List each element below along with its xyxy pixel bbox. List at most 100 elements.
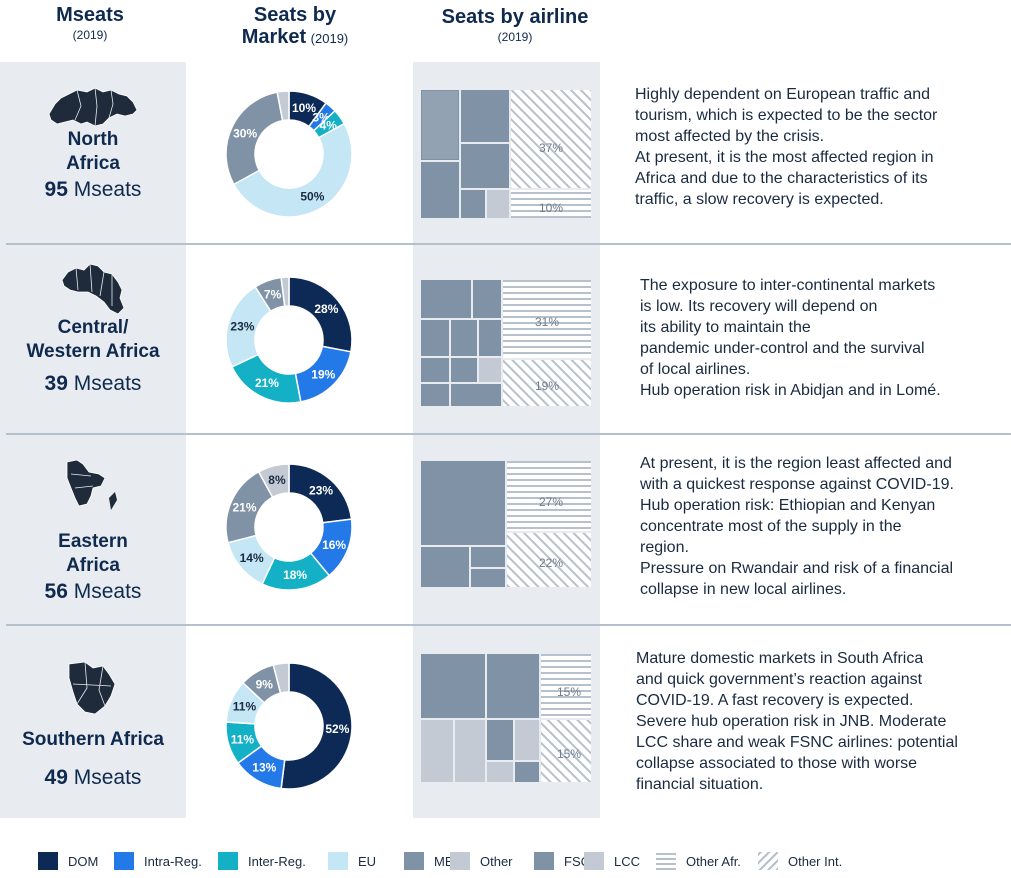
donut-chart-southern-africa: 52% 13% 11% 11% 9% (225, 662, 353, 790)
donut-chart-central-western-africa: 28% 19% 21% 23% 7% (225, 276, 353, 404)
donut-chart-north-africa: 10%3%4%50%30% (225, 90, 353, 218)
fsc-block (471, 569, 505, 587)
donut-data-label: 11% (233, 700, 257, 714)
airline-treemap-eastern-africa: 27% 22% (421, 461, 591, 587)
region-name: North Africa (66, 129, 120, 174)
tree-label-other-afr: 37% (539, 141, 563, 155)
region-eastern-africa: Eastern Africa 56 Mseats (0, 458, 186, 606)
other-int-block (503, 360, 591, 406)
airline-treemap-north-africa: 37% 10% (421, 90, 591, 218)
legend-label: DOM (68, 853, 99, 869)
other-int-block (507, 533, 591, 587)
fsc-block (421, 358, 449, 382)
legend-swatch (404, 852, 424, 870)
donut-data-label: 19% (311, 367, 335, 381)
region-mseats: 49 Mseats (44, 766, 142, 789)
eastern-africa-map-icon (66, 459, 117, 510)
donut-data-label: 28% (314, 302, 338, 316)
fsc-block (487, 720, 513, 760)
market-header-line1: Seats by (253, 4, 337, 26)
region-description: The exposure to inter-continental market… (640, 277, 941, 399)
region-mseats: 95 Mseats (44, 178, 142, 201)
region-name: Central/ Western Africa (26, 317, 160, 362)
tree-label-other-int: 19% (535, 379, 559, 393)
legend-item: Inter-Reg. (218, 852, 306, 870)
legend-item: EU (328, 852, 376, 870)
donut-data-label: 21% (232, 501, 256, 515)
legend-swatch (584, 852, 604, 870)
donut-data-label: 30% (233, 126, 257, 140)
legend-label: Other Int. (788, 853, 843, 869)
other-int-block (541, 720, 591, 782)
fsc-block (461, 144, 509, 188)
region-name: Eastern Africa (58, 531, 128, 576)
donut-chart-eastern-africa: 23% 16% 18% 14% 21% 8% (225, 463, 353, 591)
legend-label: Other Afr. (686, 853, 741, 869)
legend-item: Intra-Reg. (114, 852, 202, 870)
donut-data-label: 4% (320, 118, 338, 132)
lcc-block (455, 720, 485, 782)
region-north-africa: North Africa 95 Mseats (0, 84, 186, 204)
airline-treemap-central-western-africa: 31% 19% (421, 280, 591, 406)
legend-item: Other (450, 852, 513, 870)
donut-slice-other (272, 662, 290, 694)
other-afr-block (507, 461, 591, 531)
fsc-block (421, 320, 449, 356)
donut-data-label: 16% (322, 538, 346, 552)
legend-swatch (758, 852, 778, 870)
donut-data-label: 18% (283, 568, 307, 582)
legend-swatch (114, 852, 134, 870)
donut-data-label: 21% (255, 376, 279, 390)
region-southern-africa: Southern Africa 49 Mseats (0, 660, 186, 792)
fsc-block (471, 547, 505, 567)
legend-swatch (656, 852, 676, 870)
lcc-block (487, 762, 513, 782)
tree-label-other-afr: 27% (539, 495, 563, 509)
fsc-block (451, 358, 477, 382)
legend-swatch (38, 852, 58, 870)
legend-label: ME (434, 853, 454, 869)
donut-data-label: 11% (231, 733, 255, 747)
donut-data-label: 9% (256, 677, 274, 691)
other-afr-block (541, 654, 591, 718)
legend-label: Intra-Reg. (144, 853, 202, 869)
region-mseats: 56 Mseats (44, 580, 142, 603)
fsc-block (421, 461, 505, 545)
tree-label-other-int: 15% (557, 747, 581, 761)
market-header-year: (2019) (310, 31, 349, 46)
legend-item: ME (404, 852, 454, 870)
donut-data-label: 23% (230, 319, 254, 333)
donut-data-label: 14% (240, 551, 264, 565)
donut-data-label: 13% (252, 761, 276, 775)
fsc-block (461, 190, 485, 218)
donut-slice-other (257, 463, 290, 499)
legend: DOM Intra-Reg. Inter-Reg. EU ME Other FSC LCC Ot… (38, 852, 938, 876)
donut-data-label: 23% (309, 484, 333, 498)
donut-data-label: 50% (300, 190, 324, 204)
fsc-block (461, 90, 509, 142)
fsc-block (479, 320, 501, 356)
mseats-header-title: Mseats (56, 4, 124, 26)
legend-item: DOM (38, 852, 98, 870)
lcc-block (479, 358, 501, 382)
tree-label-other-int: 22% (539, 556, 563, 570)
lcc-block (421, 720, 453, 782)
legend-swatch (450, 852, 470, 870)
mseats-header-year: (2019) (72, 28, 108, 42)
fsc-block (421, 547, 469, 587)
donut-data-label: 10% (292, 101, 316, 115)
legend-swatch (328, 852, 348, 870)
legend-item: LCC (584, 852, 640, 870)
donut-slice-other (280, 276, 290, 308)
region-description: Mature domestic markets in South Africa … (636, 650, 958, 793)
north-africa-map-icon (48, 87, 138, 127)
legend-swatch (218, 852, 238, 870)
tree-label-other-int: 10% (539, 201, 563, 215)
fsc-block (487, 654, 539, 718)
lcc-block (487, 190, 509, 218)
airline-treemap-southern-africa: 15% 15% (421, 654, 591, 782)
fsc-block (421, 90, 459, 160)
donut-data-label: 52% (325, 722, 349, 736)
region-mseats: 39 Mseats (44, 372, 142, 395)
legend-label: LCC (614, 853, 641, 869)
